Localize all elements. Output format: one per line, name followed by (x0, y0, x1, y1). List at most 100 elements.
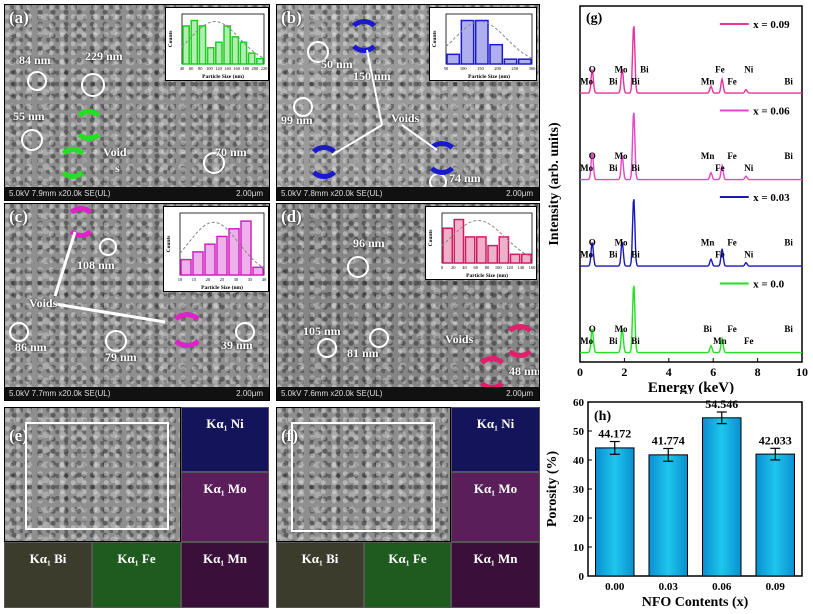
porosity-svg: 0 10 20 30 40 50 60 Porosity (%) (h) 44.172 0.00 41… (545, 397, 803, 610)
particle-circle (203, 152, 225, 174)
hist-fit-curve (181, 20, 265, 59)
peak-label: Bi (631, 250, 640, 260)
peak-label: Mo (615, 65, 628, 75)
void-label: Voids (391, 111, 420, 125)
peak-label: Bi (609, 336, 618, 346)
hist-tick-label: 140 (517, 265, 525, 270)
peak-label: O (589, 238, 596, 248)
hist-tick-label: 180 (242, 66, 250, 71)
panel-label-e: (e) (9, 426, 28, 445)
peak-label: Fe (727, 238, 737, 248)
sem-footer: 5.0kV 7.8mm x20.0k SE(UL) 2.00μm (277, 187, 539, 200)
x-tick-label: 4 (666, 365, 672, 379)
peak-label: Mo (580, 163, 593, 173)
map-label: Kα₁ Ni (476, 416, 515, 431)
hist-xlabel: Particle Size (nm) (468, 73, 510, 80)
hist-tick-label: 100 (206, 66, 214, 71)
size-label: 96 nm (353, 236, 385, 250)
peak-label: Bi (640, 65, 649, 75)
peak-label: Bi (631, 336, 640, 346)
particle-circle (99, 238, 117, 256)
hist-bar (446, 53, 461, 65)
hist-tick-label: 120 (506, 265, 514, 270)
hist-ylabel: Counts (432, 31, 438, 48)
hist-bar (460, 19, 475, 65)
x-tick-label: 0.09 (766, 581, 786, 593)
map-label: Kα₁ Bi (29, 551, 67, 566)
spectrum-line (580, 199, 802, 267)
y-tick-label: 10 (573, 542, 585, 554)
particle-circle (9, 322, 29, 342)
hist-bar (442, 227, 453, 264)
void-label: Voids (445, 332, 474, 346)
hist-fit-curve (445, 20, 533, 59)
eds-sem-f: (f) (276, 407, 451, 542)
peak-label: Bi (631, 163, 640, 173)
sem-info: 5.0kV 7.9mm x20.0k SE(UL) (9, 189, 111, 198)
hist-bar (489, 43, 504, 65)
peak-label: Fe (744, 336, 754, 346)
map-label: Kα₁ Bi (301, 551, 339, 566)
void-arrows (331, 49, 438, 156)
void-marker (475, 356, 509, 390)
hist-bar (517, 58, 532, 65)
peak-label: Ni (744, 65, 753, 75)
hist-tick-label: 40 (262, 277, 267, 282)
panel-label-a: (a) (9, 8, 29, 27)
peak-label: Mn (701, 238, 715, 248)
hist-xlabel: Particle Size (nm) (201, 284, 243, 291)
hist-xlabel: Particle Size (nm) (466, 272, 508, 279)
hist-tick-label: 150 (477, 66, 485, 71)
porosity-bar (594, 447, 635, 577)
size-label: 105 nm (303, 324, 341, 338)
y-axis-label: Porosity (%) (545, 450, 560, 527)
hist-tick-label: 140 (224, 66, 232, 71)
peak-label: Bi (609, 250, 618, 260)
spectrum-line (580, 26, 802, 94)
size-label: 48 nm (509, 364, 540, 378)
peak-label: Fe (715, 250, 725, 260)
porosity-bar (701, 417, 742, 577)
scale-bar-label: 2.00μm (236, 389, 263, 398)
hist-tick-label: 100 (460, 66, 468, 71)
peak-label: Mo (615, 324, 628, 334)
hist-bar (190, 19, 199, 65)
sem-panel-c: (c) 108 nm Voids 86 nm 79 nm 39 nm 10 15 2… (4, 203, 270, 401)
legend-label: x = 0.03 (753, 192, 790, 204)
panel-label-b: (b) (281, 8, 302, 27)
hist-bar (228, 228, 240, 276)
hist-frame (445, 13, 533, 65)
map-label: Kα₁ Mo (473, 481, 518, 496)
hist-tick-label: 0 (441, 265, 444, 270)
peak-label: Fe (727, 151, 737, 161)
void-marker (425, 141, 459, 175)
scale-bar-label: 2.00μm (506, 389, 533, 398)
particle-circle (235, 322, 255, 342)
hist-bar (240, 220, 252, 276)
peak-label: Bi (784, 77, 793, 87)
peak-label: Mo (580, 77, 593, 87)
peak-label: Fe (727, 324, 737, 334)
hist-bar (252, 266, 264, 276)
hist-bar (239, 41, 248, 65)
void-label: Voids (29, 296, 58, 310)
histogram-inset-b: 50 100 150 200 250 300 Particle Size (nm) Count… (429, 7, 537, 81)
peak-label: Mn (701, 77, 715, 87)
hist-tick-label: 40 (180, 66, 185, 71)
peak-label: Fe (715, 163, 725, 173)
size-label: 229 nm (85, 49, 123, 63)
peak-label: Mo (615, 238, 628, 248)
peak-label: O (589, 65, 596, 75)
scale-bar-label: 2.00μm (506, 189, 533, 198)
hist-bar (231, 36, 240, 65)
x-axis-label: Energy (keV) (648, 380, 734, 394)
peak-label: Bi (703, 324, 712, 334)
void-arrows (53, 231, 166, 324)
sem-footer: 5.0kV 7.7mm x20.0k SE(UL) 2.00μm (5, 387, 269, 400)
hist-fit-curve (441, 219, 533, 258)
void-label: Void (103, 145, 127, 159)
hist-bar (216, 235, 228, 276)
scale-bar-label: 2.00μm (236, 189, 263, 198)
eds-spectra-svg: 0 2 4 6 8 10 Energy (keV) Intensity (arb. units… (547, 5, 808, 394)
hist-bar (453, 218, 465, 264)
